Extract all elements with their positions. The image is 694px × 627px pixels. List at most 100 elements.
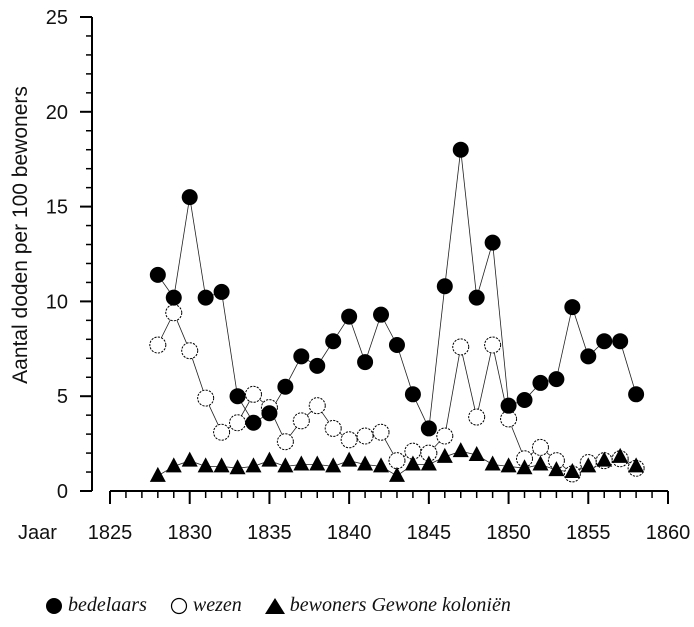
filled-circle-icon bbox=[46, 597, 62, 614]
data-point-bewoners-gewone-koloni-n bbox=[580, 457, 597, 473]
data-point-bewoners-gewone-koloni-n bbox=[181, 451, 198, 467]
data-point-bedelaars bbox=[404, 386, 421, 403]
data-point-bedelaars bbox=[532, 374, 549, 391]
data-point-wezen bbox=[436, 427, 454, 445]
y-axis-title: Aantal doden per 100 bewoners bbox=[9, 86, 32, 384]
data-point-bedelaars bbox=[612, 333, 629, 350]
data-point-bewoners-gewone-koloni-n bbox=[500, 457, 517, 473]
data-point-wezen bbox=[165, 304, 183, 322]
data-point-bewoners-gewone-koloni-n bbox=[165, 457, 182, 473]
x-tick-label: 1825 bbox=[88, 522, 133, 544]
data-point-wezen bbox=[213, 423, 231, 441]
data-point-bedelaars bbox=[197, 289, 214, 306]
data-point-bedelaars bbox=[165, 289, 182, 306]
series-line-bedelaars bbox=[157, 149, 637, 430]
mortality-chart: 0 5 10 15 20 25 1825 1830 1835 1840 1845 1850 1855 18… bbox=[9, 7, 691, 544]
y-tick-label: 5 bbox=[57, 386, 68, 408]
data-point-bedelaars bbox=[277, 378, 294, 395]
data-point-bewoners-gewone-koloni-n bbox=[261, 451, 278, 467]
data-point-wezen bbox=[404, 442, 422, 460]
data-point-bewoners-gewone-koloni-n bbox=[468, 445, 485, 461]
data-point-bewoners-gewone-koloni-n bbox=[309, 455, 326, 471]
data-point-bedelaars bbox=[468, 289, 485, 306]
x-tick-label: 1860 bbox=[646, 522, 691, 544]
data-point-bedelaars bbox=[628, 386, 645, 403]
data-point-bewoners-gewone-koloni-n bbox=[404, 455, 421, 471]
data-point-bedelaars bbox=[341, 308, 358, 325]
legend-label-gewone-kolonien: bewoners Gewone koloniën bbox=[289, 594, 511, 616]
data-point-bewoners-gewone-koloni-n bbox=[628, 457, 645, 473]
legend-item-bedelaars: bedelaars bbox=[44, 594, 147, 617]
x-tick-label: 1850 bbox=[486, 522, 531, 544]
data-point-bewoners-gewone-koloni-n bbox=[452, 442, 469, 458]
legend-item-wezen: wezen bbox=[169, 594, 242, 617]
data-point-wezen bbox=[149, 336, 167, 354]
data-point-bewoners-gewone-koloni-n bbox=[548, 461, 565, 477]
data-point-bewoners-gewone-koloni-n bbox=[213, 457, 230, 473]
x-axis-title: Jaar bbox=[18, 522, 57, 544]
data-point-bewoners-gewone-koloni-n bbox=[484, 455, 501, 471]
data-point-bewoners-gewone-koloni-n bbox=[197, 457, 214, 473]
data-point-bedelaars bbox=[213, 283, 230, 300]
data-point-bedelaars bbox=[261, 405, 278, 422]
data-point-bewoners-gewone-koloni-n bbox=[277, 457, 294, 473]
filled-triangle-icon bbox=[264, 597, 285, 614]
x-tick-label: 1845 bbox=[407, 522, 452, 544]
series-markers bbox=[149, 141, 645, 483]
data-point-wezen bbox=[372, 423, 390, 441]
data-point-bewoners-gewone-koloni-n bbox=[612, 447, 629, 463]
legend: bedelaars wezen bewoners Gewone koloniën bbox=[44, 594, 533, 617]
data-point-bedelaars bbox=[580, 348, 597, 365]
data-point-bedelaars bbox=[548, 371, 565, 388]
data-point-wezen bbox=[531, 438, 549, 456]
data-point-bedelaars bbox=[181, 189, 198, 206]
data-point-wezen bbox=[516, 450, 534, 468]
data-point-bedelaars bbox=[500, 397, 517, 414]
data-point-wezen bbox=[388, 452, 406, 470]
data-point-bedelaars bbox=[229, 388, 246, 405]
y-tick-label: 10 bbox=[46, 291, 68, 313]
data-point-bewoners-gewone-koloni-n bbox=[564, 463, 581, 479]
data-point-bedelaars bbox=[309, 357, 326, 374]
series-line-wezen bbox=[157, 311, 637, 475]
data-point-bedelaars bbox=[149, 266, 166, 283]
data-point-bedelaars bbox=[596, 333, 613, 350]
data-point-bedelaars bbox=[357, 354, 374, 371]
data-point-wezen bbox=[468, 408, 486, 426]
data-point-bewoners-gewone-koloni-n bbox=[388, 466, 405, 482]
data-point-bewoners-gewone-koloni-n bbox=[596, 451, 613, 467]
data-point-bedelaars bbox=[436, 278, 453, 295]
data-point-wezen bbox=[420, 444, 438, 462]
data-point-bedelaars bbox=[388, 337, 405, 354]
data-point-wezen bbox=[276, 433, 294, 451]
data-point-bewoners-gewone-koloni-n bbox=[373, 457, 390, 473]
data-point-wezen bbox=[324, 419, 342, 437]
data-point-bedelaars bbox=[293, 348, 310, 365]
x-tick-label: 1835 bbox=[247, 522, 292, 544]
data-point-wezen bbox=[356, 427, 374, 445]
legend-label-bedelaars: bedelaars bbox=[68, 594, 147, 616]
data-point-bedelaars bbox=[325, 333, 342, 350]
x-tick-label: 1840 bbox=[327, 522, 372, 544]
data-point-wezen bbox=[292, 412, 310, 430]
y-tick-label: 15 bbox=[46, 197, 68, 219]
data-point-bedelaars bbox=[484, 234, 501, 251]
data-point-bedelaars bbox=[420, 420, 437, 437]
x-tick-label: 1855 bbox=[566, 522, 611, 544]
axes: 0 5 10 15 20 25 1825 1830 1835 1840 1845 1850 1855 18… bbox=[46, 7, 691, 544]
y-tick-label: 20 bbox=[46, 102, 68, 124]
series-lines bbox=[157, 149, 637, 477]
data-point-wezen bbox=[484, 336, 502, 354]
data-point-bedelaars bbox=[516, 391, 533, 408]
data-point-bedelaars bbox=[245, 414, 262, 431]
legend-item-gewone-kolonien: bewoners Gewone koloniën bbox=[264, 594, 511, 617]
y-tick-label: 0 bbox=[57, 481, 68, 503]
data-point-bedelaars bbox=[564, 299, 581, 316]
data-point-bewoners-gewone-koloni-n bbox=[436, 447, 453, 463]
x-tick-label: 1830 bbox=[167, 522, 212, 544]
data-point-bewoners-gewone-koloni-n bbox=[293, 455, 310, 471]
data-point-wezen bbox=[244, 385, 262, 403]
data-point-wezen bbox=[308, 397, 326, 415]
data-point-wezen bbox=[181, 342, 199, 360]
data-point-wezen bbox=[452, 338, 470, 356]
